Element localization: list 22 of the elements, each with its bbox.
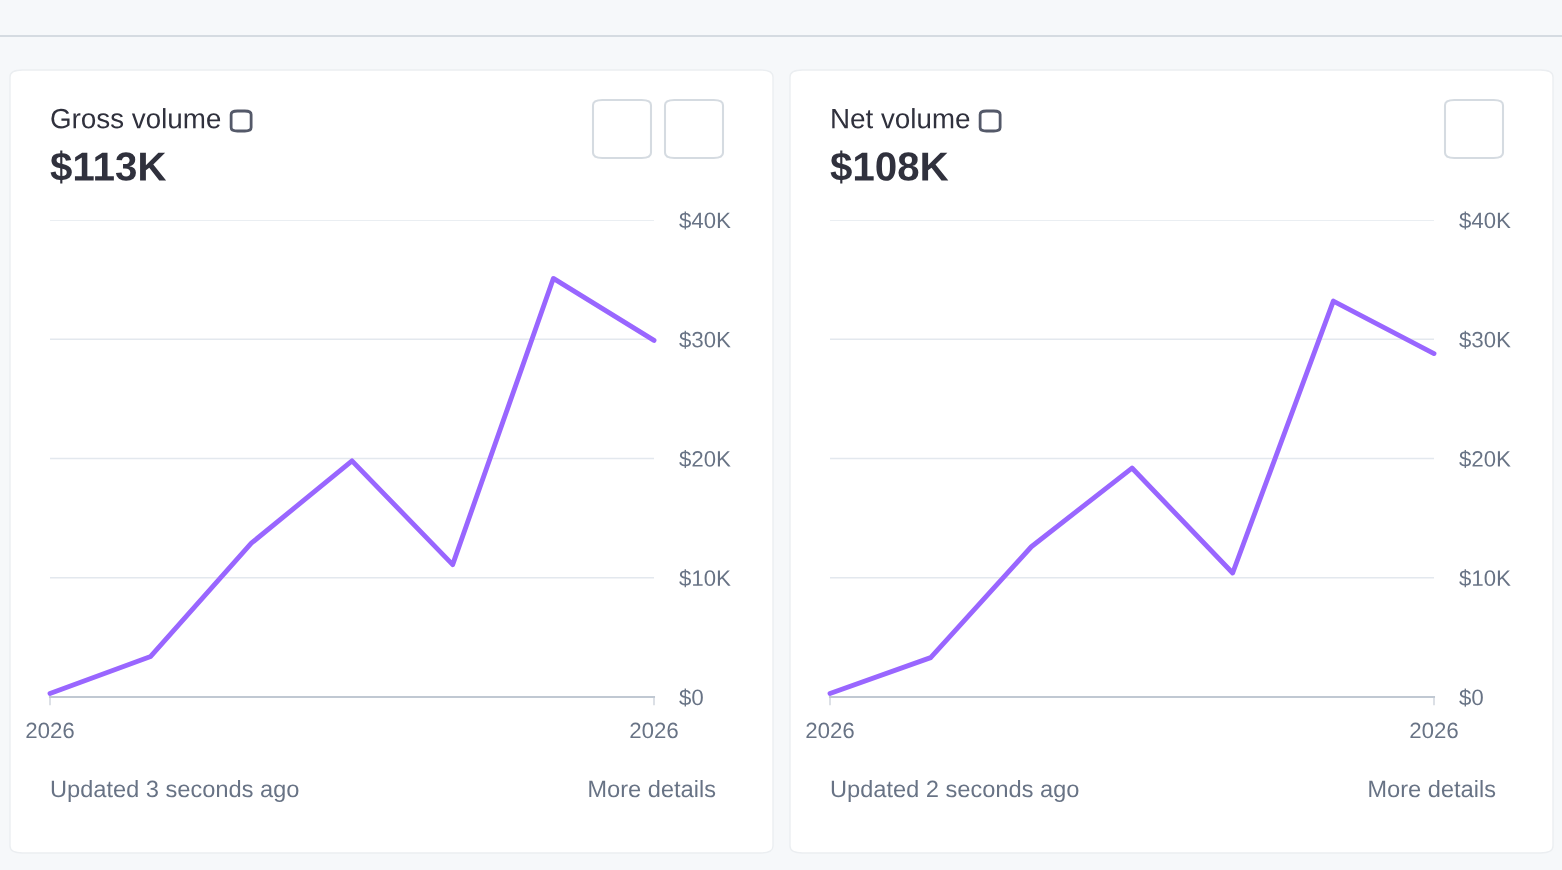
x-tick-label: 2026: [630, 722, 678, 739]
y-tick-label: $30K: [1459, 330, 1511, 349]
text: Updated 2 seconds ago: [831, 779, 1079, 802]
y-tick-label: $10K: [679, 569, 731, 588]
chart-title: Gross volume: [51, 108, 221, 129]
y-tick-label: $20K: [679, 450, 731, 469]
x-tick-label: 2026: [1410, 722, 1458, 739]
text: More details: [589, 779, 716, 798]
y-tick-label: $40K: [1459, 211, 1511, 230]
y-tick-label: $20K: [1459, 450, 1511, 469]
text: More details: [1369, 779, 1496, 798]
x-tick-label: 2026: [806, 722, 854, 739]
y-tick-label: $0: [1459, 688, 1483, 707]
y-tick-label: $0: [679, 688, 703, 707]
y-tick-label: $30K: [679, 330, 731, 349]
y-tick-label: $10K: [1459, 569, 1511, 588]
y-tick-label: $40K: [679, 211, 731, 230]
chart-subtitle: $113K: [50, 150, 167, 184]
chart-title: Net volume: [832, 108, 970, 129]
x-tick-label: 2026: [26, 722, 74, 739]
text: Updated 3 seconds ago: [51, 779, 299, 802]
chart-subtitle: $108K: [830, 150, 949, 184]
